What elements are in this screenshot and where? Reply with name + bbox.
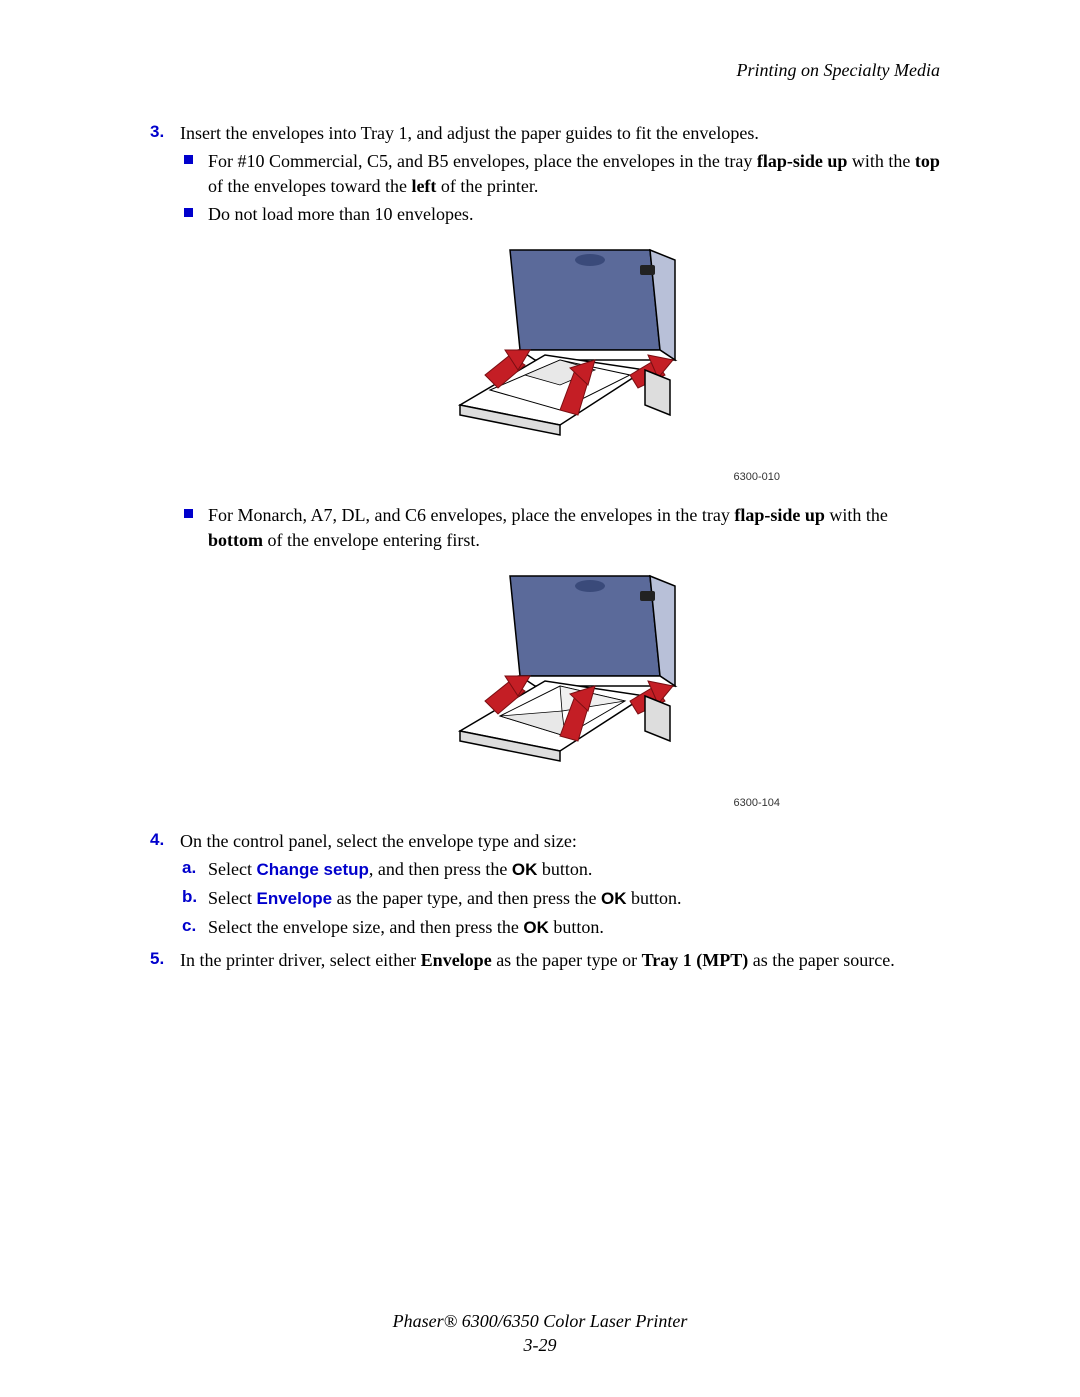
bold-text: Envelope xyxy=(421,950,492,970)
bullet-text: with the xyxy=(847,151,915,171)
substep-text: Select xyxy=(208,888,256,908)
substep-text: Select the envelope size, and then press… xyxy=(208,917,523,937)
bullet-item: For Monarch, A7, DL, and C6 envelopes, p… xyxy=(180,503,940,552)
bold-text: bottom xyxy=(208,530,263,550)
substep-text: , and then press the xyxy=(369,859,512,879)
bullet-list: For #10 Commercial, C5, and B5 envelopes… xyxy=(180,149,940,226)
square-bullet-icon xyxy=(184,509,193,518)
bullet-text: For #10 Commercial, C5, and B5 envelopes… xyxy=(208,151,757,171)
ui-link-text: Change setup xyxy=(256,860,368,879)
substep-b: b. Select Envelope as the paper type, an… xyxy=(180,886,940,911)
printer-tray-envelope-illustration-icon xyxy=(430,566,690,786)
bold-text: top xyxy=(915,151,940,171)
substep-text: as the paper type, and then press the xyxy=(332,888,601,908)
bullet-item: Do not load more than 10 envelopes. xyxy=(180,202,940,226)
bullet-text: with the xyxy=(825,505,888,525)
step-number: 5. xyxy=(150,948,164,971)
substep-letter: c. xyxy=(182,915,196,938)
bullet-text: of the printer. xyxy=(436,176,538,196)
bold-text: flap-side up xyxy=(757,151,848,171)
button-name: OK xyxy=(512,860,538,879)
step-text: as the paper type or xyxy=(492,950,642,970)
bullet-list: For Monarch, A7, DL, and C6 envelopes, p… xyxy=(180,503,940,552)
step-text: In the printer driver, select either xyxy=(180,950,421,970)
printer-tray-illustration-icon xyxy=(430,240,690,460)
step-number: 4. xyxy=(150,829,164,852)
page-content: Printing on Specialty Media 3. Insert th… xyxy=(0,0,1080,1397)
section-header: Printing on Specialty Media xyxy=(140,60,940,81)
illustration-label: 6300-104 xyxy=(180,796,940,811)
main-steps-list: 3. Insert the envelopes into Tray 1, and… xyxy=(140,121,940,972)
square-bullet-icon xyxy=(184,155,193,164)
step-5: 5. In the printer driver, select either … xyxy=(140,948,940,972)
substep-text: button. xyxy=(627,888,682,908)
bullet-text: of the envelope entering first. xyxy=(263,530,480,550)
footer-page-number: 3-29 xyxy=(524,1335,557,1355)
square-bullet-icon xyxy=(184,208,193,217)
bullet-text: of the envelopes toward the xyxy=(208,176,411,196)
bold-text: left xyxy=(411,176,436,196)
step-text: Insert the envelopes into Tray 1, and ad… xyxy=(180,123,759,143)
ui-link-text: Envelope xyxy=(256,889,332,908)
step-4: 4. On the control panel, select the enve… xyxy=(140,829,940,940)
page-footer: Phaser® 6300/6350 Color Laser Printer 3-… xyxy=(0,1310,1080,1357)
bold-text: flap-side up xyxy=(734,505,825,525)
substep-c: c. Select the envelope size, and then pr… xyxy=(180,915,940,940)
step-3: 3. Insert the envelopes into Tray 1, and… xyxy=(140,121,940,811)
button-name: OK xyxy=(601,889,627,908)
button-name: OK xyxy=(523,918,549,937)
step-number: 3. xyxy=(150,121,164,144)
substep-letter: a. xyxy=(182,857,196,880)
footer-product: Phaser® 6300/6350 Color Laser Printer xyxy=(393,1311,688,1331)
bullet-item: For #10 Commercial, C5, and B5 envelopes… xyxy=(180,149,940,198)
bullet-text: For Monarch, A7, DL, and C6 envelopes, p… xyxy=(208,505,734,525)
substep-a: a. Select Change setup, and then press t… xyxy=(180,857,940,882)
illustration-1: 6300-010 xyxy=(180,240,940,485)
bullet-text: Do not load more than 10 envelopes. xyxy=(208,204,473,224)
substep-text: Select xyxy=(208,859,256,879)
step-text: as the paper source. xyxy=(748,950,894,970)
bold-text: Tray 1 (MPT) xyxy=(642,950,749,970)
sub-steps-list: a. Select Change setup, and then press t… xyxy=(180,857,940,940)
substep-text: button. xyxy=(537,859,592,879)
substep-text: button. xyxy=(549,917,604,937)
step-text: On the control panel, select the envelop… xyxy=(180,831,577,851)
illustration-2: 6300-104 xyxy=(180,566,940,811)
substep-letter: b. xyxy=(182,886,197,909)
illustration-label: 6300-010 xyxy=(180,470,940,485)
